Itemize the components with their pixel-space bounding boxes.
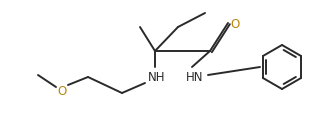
Text: NH: NH (148, 71, 166, 84)
Text: O: O (58, 85, 67, 98)
Text: O: O (230, 17, 240, 30)
Text: HN: HN (186, 71, 204, 84)
